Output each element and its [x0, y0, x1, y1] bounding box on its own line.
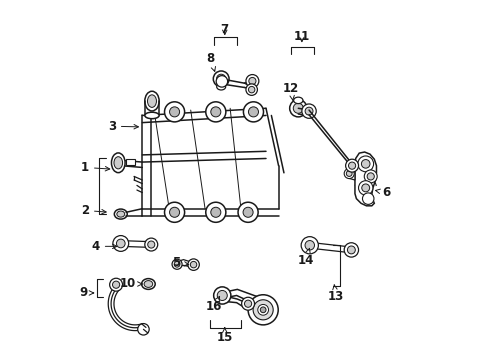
Circle shape: [293, 103, 303, 113]
Circle shape: [248, 86, 254, 93]
Circle shape: [147, 241, 155, 248]
Circle shape: [164, 202, 184, 222]
Polygon shape: [222, 289, 266, 312]
Circle shape: [210, 207, 221, 217]
Circle shape: [358, 181, 372, 195]
Text: 5: 5: [172, 256, 188, 269]
Circle shape: [164, 102, 184, 122]
Text: 16: 16: [205, 296, 222, 313]
Polygon shape: [121, 240, 151, 247]
Circle shape: [113, 235, 128, 251]
Text: 11: 11: [293, 30, 309, 43]
Circle shape: [362, 193, 373, 204]
Circle shape: [289, 100, 306, 117]
Circle shape: [109, 278, 122, 291]
Polygon shape: [126, 159, 135, 165]
Circle shape: [247, 295, 278, 325]
Ellipse shape: [147, 95, 156, 107]
Text: 14: 14: [297, 248, 313, 267]
Text: 3: 3: [107, 120, 138, 133]
Text: 9: 9: [79, 287, 93, 300]
Ellipse shape: [144, 91, 159, 111]
Circle shape: [190, 261, 196, 268]
Ellipse shape: [142, 279, 155, 289]
Circle shape: [305, 240, 314, 250]
Circle shape: [248, 107, 258, 117]
Circle shape: [138, 324, 149, 335]
Ellipse shape: [114, 209, 127, 219]
Polygon shape: [309, 242, 351, 253]
Text: 1: 1: [81, 161, 109, 174]
Circle shape: [205, 202, 225, 222]
Ellipse shape: [117, 211, 124, 217]
Text: 15: 15: [216, 328, 232, 343]
Circle shape: [344, 168, 353, 179]
Circle shape: [244, 300, 251, 307]
Circle shape: [253, 300, 273, 320]
Circle shape: [243, 102, 263, 122]
Circle shape: [169, 207, 179, 217]
Text: 6: 6: [375, 186, 389, 199]
Circle shape: [216, 74, 225, 84]
Circle shape: [243, 207, 253, 217]
Ellipse shape: [144, 112, 159, 119]
Circle shape: [346, 171, 351, 176]
Circle shape: [357, 156, 373, 172]
Circle shape: [205, 102, 225, 122]
Circle shape: [210, 107, 221, 117]
Ellipse shape: [293, 97, 303, 104]
Circle shape: [260, 307, 265, 313]
Circle shape: [364, 170, 376, 183]
Circle shape: [238, 202, 258, 222]
Circle shape: [344, 243, 358, 257]
Circle shape: [169, 107, 179, 117]
Circle shape: [144, 238, 158, 251]
Circle shape: [305, 107, 312, 115]
Circle shape: [172, 259, 182, 269]
Circle shape: [346, 246, 355, 254]
Ellipse shape: [144, 280, 152, 287]
Circle shape: [213, 287, 230, 304]
Circle shape: [217, 291, 227, 301]
Ellipse shape: [111, 153, 125, 173]
Circle shape: [366, 173, 373, 180]
Circle shape: [213, 71, 228, 87]
Circle shape: [216, 76, 227, 87]
Ellipse shape: [216, 84, 225, 90]
Circle shape: [361, 159, 369, 168]
Circle shape: [112, 281, 120, 288]
Circle shape: [187, 259, 199, 270]
Circle shape: [241, 297, 254, 310]
Circle shape: [348, 162, 355, 169]
Text: 2: 2: [81, 204, 106, 217]
Text: 4: 4: [91, 240, 117, 253]
Polygon shape: [347, 167, 354, 180]
Polygon shape: [176, 260, 198, 269]
Circle shape: [248, 77, 255, 85]
Text: 10: 10: [120, 278, 142, 291]
Text: 12: 12: [283, 82, 299, 101]
Circle shape: [245, 84, 257, 95]
Text: 8: 8: [206, 51, 215, 71]
Polygon shape: [354, 152, 376, 206]
Text: 13: 13: [327, 284, 344, 303]
Polygon shape: [222, 296, 264, 320]
Circle shape: [116, 239, 125, 248]
Circle shape: [361, 184, 369, 192]
Circle shape: [301, 237, 318, 254]
Circle shape: [245, 75, 258, 87]
Circle shape: [301, 104, 316, 118]
Circle shape: [345, 159, 358, 172]
Circle shape: [257, 305, 268, 315]
Text: 7: 7: [220, 23, 228, 36]
Ellipse shape: [114, 157, 122, 169]
Circle shape: [174, 261, 180, 267]
